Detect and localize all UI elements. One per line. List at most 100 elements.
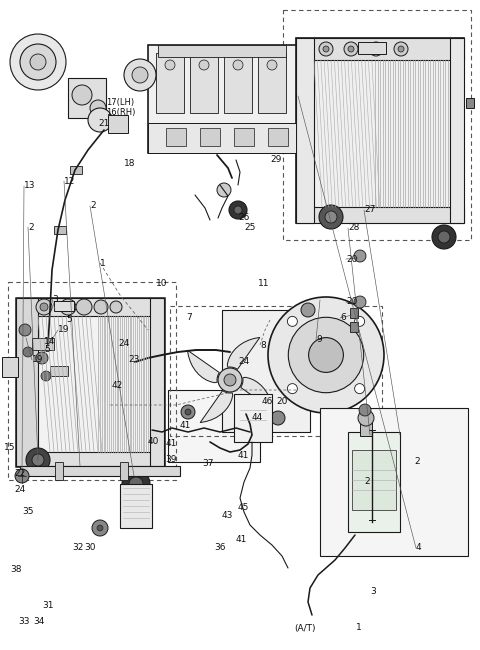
Text: 30: 30	[84, 543, 96, 552]
Text: 41: 41	[236, 536, 247, 545]
Circle shape	[268, 297, 384, 413]
Text: 5: 5	[66, 315, 72, 324]
Bar	[234, 394, 272, 442]
Text: 1: 1	[100, 259, 106, 268]
Text: 37: 37	[202, 460, 214, 469]
Bar	[120, 484, 152, 528]
Circle shape	[199, 60, 209, 70]
Bar	[350, 322, 358, 332]
Bar	[16, 452, 164, 466]
Polygon shape	[228, 337, 260, 369]
Circle shape	[19, 324, 31, 336]
Circle shape	[394, 42, 408, 56]
Bar	[8, 282, 176, 480]
Text: 46: 46	[262, 398, 274, 406]
Text: 36: 36	[214, 543, 226, 552]
Text: 15: 15	[4, 443, 15, 452]
Bar	[68, 78, 106, 118]
Text: 43: 43	[222, 512, 233, 521]
Circle shape	[348, 46, 354, 52]
Bar	[200, 128, 220, 146]
Text: 17(LH): 17(LH)	[106, 99, 134, 107]
Circle shape	[229, 201, 247, 219]
Circle shape	[359, 404, 371, 416]
Bar	[358, 42, 386, 54]
Bar	[54, 301, 74, 311]
Circle shape	[10, 34, 66, 90]
Bar	[168, 390, 260, 462]
Circle shape	[97, 525, 103, 531]
Circle shape	[354, 296, 366, 308]
Circle shape	[288, 317, 364, 393]
Bar	[20, 466, 180, 476]
Text: 33: 33	[18, 618, 29, 627]
Circle shape	[30, 54, 46, 70]
Circle shape	[233, 60, 243, 70]
Text: 41: 41	[238, 452, 250, 460]
Bar	[352, 450, 396, 510]
Circle shape	[36, 299, 52, 315]
Bar	[108, 115, 128, 133]
Circle shape	[267, 60, 277, 70]
Bar	[16, 298, 164, 316]
Text: 23: 23	[128, 356, 139, 365]
Circle shape	[40, 303, 48, 311]
Text: 31: 31	[42, 601, 53, 610]
Circle shape	[130, 366, 142, 378]
Text: 2: 2	[90, 202, 96, 211]
Polygon shape	[200, 391, 233, 422]
Circle shape	[110, 301, 122, 313]
Bar	[234, 128, 254, 146]
Circle shape	[132, 67, 148, 83]
Bar	[320, 408, 468, 556]
Text: 6: 6	[340, 313, 346, 322]
Bar	[268, 128, 288, 146]
Text: 42: 42	[112, 382, 123, 391]
Circle shape	[432, 225, 456, 249]
Circle shape	[217, 183, 231, 197]
Text: 19: 19	[32, 356, 44, 365]
Text: 14: 14	[44, 337, 55, 346]
Circle shape	[124, 59, 156, 91]
Text: 22: 22	[14, 469, 25, 478]
Circle shape	[358, 410, 374, 426]
Circle shape	[218, 368, 242, 392]
Bar	[54, 226, 66, 234]
Text: 1: 1	[356, 623, 362, 632]
Text: 34: 34	[33, 618, 44, 627]
Bar	[148, 45, 296, 153]
Text: 32: 32	[72, 543, 84, 552]
Bar	[158, 45, 286, 57]
Bar	[296, 207, 464, 223]
Text: 38: 38	[10, 566, 22, 575]
Circle shape	[323, 46, 329, 52]
Text: 3: 3	[370, 588, 376, 597]
Bar	[224, 53, 252, 113]
Text: 41: 41	[166, 439, 178, 448]
Text: 35: 35	[22, 508, 34, 517]
Circle shape	[355, 317, 365, 326]
Bar	[348, 432, 400, 532]
Text: 20: 20	[346, 255, 358, 263]
Text: 12: 12	[64, 177, 75, 185]
Circle shape	[354, 250, 366, 262]
Text: 18: 18	[124, 159, 135, 168]
Text: 24: 24	[14, 486, 25, 495]
Circle shape	[355, 384, 365, 394]
Circle shape	[319, 42, 333, 56]
Circle shape	[41, 371, 51, 381]
Bar	[16, 298, 38, 466]
Circle shape	[319, 205, 343, 229]
Text: 39: 39	[165, 456, 177, 465]
Circle shape	[122, 470, 150, 498]
Circle shape	[90, 100, 106, 116]
Bar	[296, 38, 464, 223]
Text: 7: 7	[186, 313, 192, 322]
Bar	[222, 310, 310, 432]
Circle shape	[325, 211, 337, 223]
Text: 4: 4	[416, 543, 421, 552]
Text: 8: 8	[260, 341, 266, 350]
Circle shape	[181, 405, 195, 419]
Circle shape	[20, 44, 56, 80]
Bar	[170, 306, 382, 436]
